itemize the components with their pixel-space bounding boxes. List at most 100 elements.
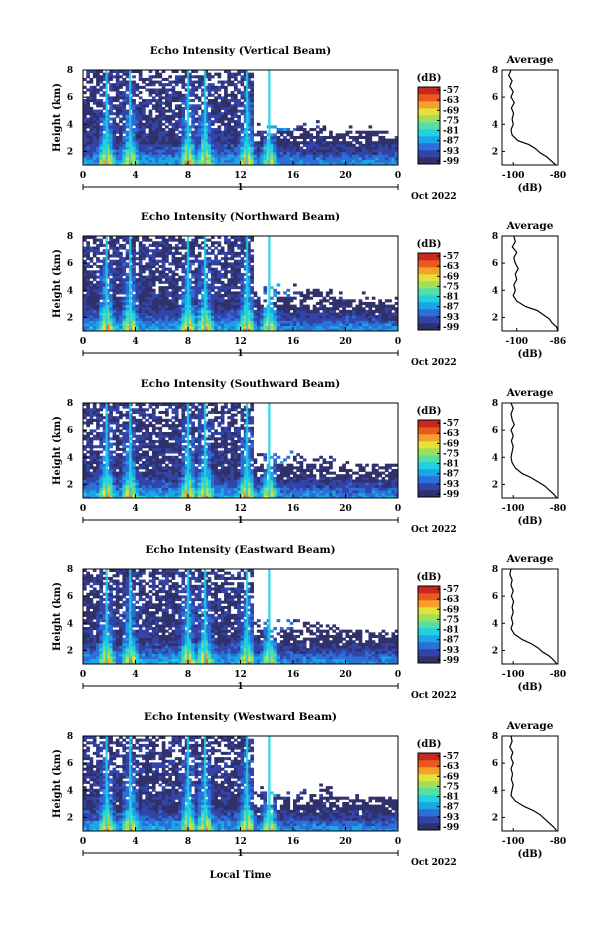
heatmap-cell [221, 133, 225, 136]
heatmap-cell [306, 154, 310, 157]
heatmap-cell [132, 110, 136, 113]
heatmap-cell [119, 429, 123, 432]
heatmap-cell [96, 466, 100, 469]
heatmap-cell [277, 297, 281, 300]
heatmap-cell [113, 278, 117, 281]
heatmap-cell [237, 315, 241, 318]
heatmap-cell [221, 286, 225, 289]
heatmap-cell [142, 147, 146, 150]
heatmap-cell [257, 157, 261, 160]
heatmap-cell [178, 278, 182, 281]
heatmap-cell [139, 466, 143, 469]
heatmap-cell [388, 310, 392, 313]
heatmap-cell [175, 302, 179, 305]
heatmap-cell [126, 291, 130, 294]
heatmap-cell [352, 299, 356, 302]
heatmap-cell [224, 107, 228, 110]
heatmap-cell [385, 310, 389, 313]
heatmap-cell [286, 131, 290, 134]
colorbar-tick-label: -75 [443, 116, 459, 126]
heatmap-cell [99, 414, 103, 417]
heatmap-cell [96, 320, 100, 323]
heatmap-cell [139, 297, 143, 300]
heatmap-cell [152, 315, 156, 318]
heatmap-cell [316, 147, 320, 150]
heatmap-cell [172, 254, 176, 257]
heatmap-cell [211, 318, 215, 321]
heatmap-cell [306, 147, 310, 150]
heatmap-cell [152, 157, 156, 160]
heatmap-cell [290, 154, 294, 157]
heatmap-cell [113, 421, 117, 424]
heatmap-cell [139, 408, 143, 411]
heatmap-cell [119, 466, 123, 469]
heatmap-cell [208, 270, 212, 273]
heatmap-cell [116, 149, 120, 152]
heatmap-cell [116, 88, 120, 91]
heatmap-cell [90, 139, 94, 142]
heatmap-cell [139, 318, 143, 321]
chart-title: Echo Intensity (Southward Beam) [141, 378, 340, 390]
colorbar-swatch [418, 157, 440, 164]
heatmap-cell [382, 157, 386, 160]
heatmap-cell [165, 297, 169, 300]
heatmap-cell [96, 252, 100, 255]
heatmap-cell [250, 75, 254, 78]
heatmap-cell [221, 96, 225, 99]
heatmap-cell [208, 289, 212, 292]
heatmap-cell [126, 320, 130, 323]
heatmap-cell [293, 136, 297, 139]
heatmap-cell [145, 310, 149, 313]
heatmap-cell [113, 104, 117, 107]
heatmap-cell [237, 99, 241, 102]
heatmap-cell [211, 286, 215, 289]
heatmap-cell [250, 160, 254, 163]
heatmap-cell [280, 157, 284, 160]
heatmap-cell [96, 427, 100, 430]
heatmap-cell [172, 289, 176, 292]
heatmap-cell [96, 157, 100, 160]
heatmap-cell [145, 299, 149, 302]
heatmap-cell [155, 141, 159, 144]
heatmap-cell [286, 323, 290, 326]
heatmap-cell [90, 472, 94, 475]
heatmap-cell [227, 139, 231, 142]
heatmap-cell [109, 458, 113, 461]
heatmap-cell [231, 244, 235, 247]
heatmap-cell [211, 144, 215, 147]
heatmap-cell [158, 112, 162, 115]
heatmap-cell [178, 239, 182, 242]
heatmap-cell [116, 252, 120, 255]
heatmap-cell [149, 244, 153, 247]
heatmap-cell [231, 75, 235, 78]
heatmap-cell [116, 284, 120, 287]
heatmap-cell [93, 474, 97, 477]
heatmap-cell [234, 252, 238, 255]
heatmap-cell [241, 252, 245, 255]
heatmap-cell [277, 315, 281, 318]
heatmap-cell [136, 281, 140, 284]
heatmap-cell [241, 305, 245, 308]
heatmap-cell [368, 315, 372, 318]
heatmap-cell [113, 284, 117, 287]
heatmap-cell [86, 286, 90, 289]
heatmap-cell [136, 152, 140, 155]
heatmap-cell [211, 157, 215, 160]
heatmap-cell [165, 260, 169, 263]
heatmap-cell [90, 299, 94, 302]
x-tick-label: 20 [339, 337, 352, 347]
heatmap-cell [237, 147, 241, 150]
heatmap-cell [126, 149, 130, 152]
heatmap-cell [241, 96, 245, 99]
heatmap-cell [122, 96, 126, 99]
heatmap-cell [270, 320, 274, 323]
heatmap-cell [86, 294, 90, 297]
heatmap-cell [221, 154, 225, 157]
heatmap-cell [139, 86, 143, 89]
heatmap-cell [221, 299, 225, 302]
heatmap-cell [234, 115, 238, 118]
heatmap-cell [109, 289, 113, 292]
heatmap-cell [355, 320, 359, 323]
heatmap-cell [155, 247, 159, 250]
heatmap-cell [191, 110, 195, 113]
